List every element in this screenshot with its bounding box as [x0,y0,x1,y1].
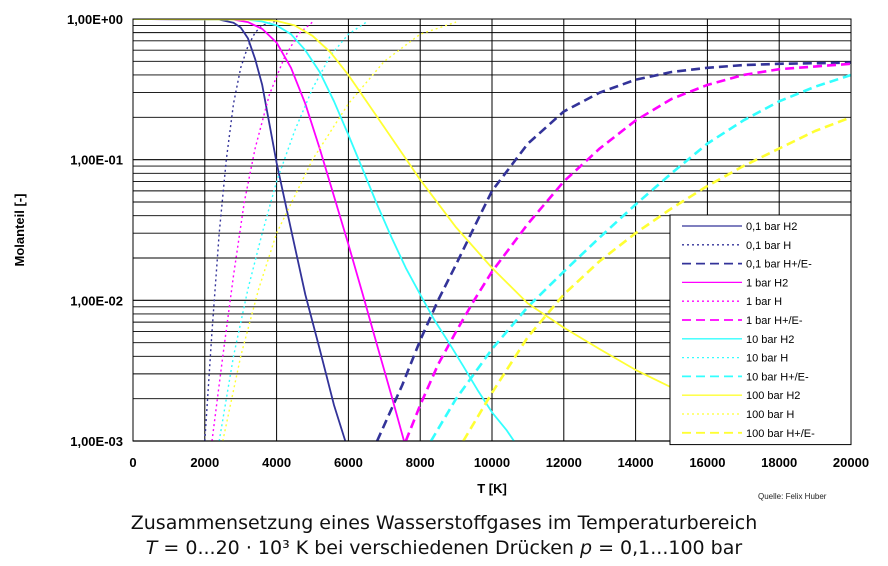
series-line-5 [404,62,851,441]
legend-entry: 10 bar H [746,353,788,365]
caption-symbol-t: T [145,537,158,559]
legend-entry: 10 bar H2 [746,334,794,346]
x-tick-label: 20000 [833,455,869,470]
series-line-9 [133,19,708,406]
caption-line-2: T = 0...20 · 10³ K bei verschiedenen Drü… [0,537,888,559]
legend-entry: 100 bar H [746,409,794,421]
y-tick-label: 1,00E-01 [70,153,123,168]
series-line-7 [218,21,367,441]
caption-pressures: = 0,1...100 bar [592,537,743,559]
y-tick-label: 1,00E-02 [70,293,123,308]
legend: 0,1 bar H2 0,1 bar H 0,1 bar H+/E- 1 bar H2… [669,214,852,446]
series-line-0 [133,19,347,441]
x-tick-label: 18000 [761,455,797,470]
x-tick-label: 16000 [689,455,725,470]
legend-entry: 100 bar H2 [746,390,800,402]
series-line-4 [211,21,313,441]
legend-entry: 1 bar H2 [746,277,788,289]
y-tick-label: 1,00E+00 [67,12,123,27]
series-line-6 [133,19,516,441]
caption-line-1: Zusammensetzung eines Wasserstoffgases i… [130,512,758,534]
legend-entry: 0,1 bar H2 [746,221,797,233]
series-layer [133,19,851,441]
legend-entry: 0,1 bar H [746,240,791,252]
legend-entry: 1 bar H+/E- [746,315,803,327]
legend-entry: 10 bar H+/E- [746,371,809,383]
x-axis-label: T [K] [477,481,507,496]
x-tick-label: 2000 [190,455,219,470]
series-line-11 [462,116,851,441]
legend-entry: 1 bar H [746,296,782,308]
y-tick-label: 1,00E-03 [70,434,123,449]
legend-entry: 100 bar H+/E- [746,428,815,440]
x-tick-label: 6000 [334,455,363,470]
x-tick-label: 10000 [474,455,510,470]
y-axis-label: Molanteil [-] [12,194,27,267]
caption-range: = 0...20 · 10³ K bei verschiedenen Drück… [157,537,580,559]
series-line-3 [133,19,405,441]
caption-symbol-p: p [579,537,593,559]
legend-box [669,214,852,446]
x-tick-label: 4000 [262,455,291,470]
x-tick-label: 14000 [618,455,654,470]
series-line-8 [429,73,851,441]
legend-entry: 0,1 bar H+/E- [746,259,812,271]
series-line-2 [375,61,851,441]
tick-labels: 0 2000 4000 6000 8000 10000 12000 14000 16000 180… [67,12,869,470]
x-tick-label: 8000 [406,455,435,470]
series-line-10 [222,21,457,441]
chart: 0 2000 4000 6000 8000 10000 12000 14000 16000 180… [12,12,869,496]
x-tick-label: 0 [129,455,136,470]
x-tick-label: 12000 [546,455,582,470]
series-line-1 [204,20,277,441]
source-credit: Quelle: Felix Huber [758,492,827,501]
